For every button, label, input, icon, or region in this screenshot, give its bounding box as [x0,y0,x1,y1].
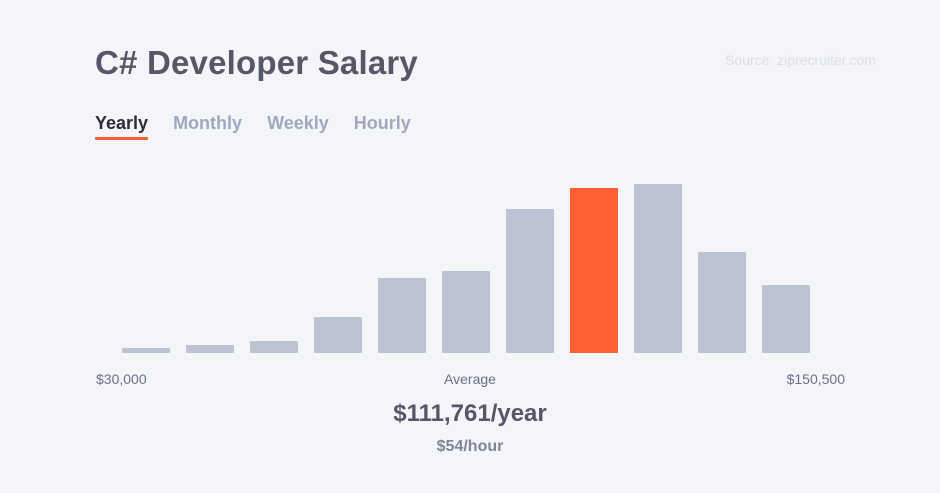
histogram-bar[interactable] [314,317,362,353]
histogram-bar[interactable] [762,285,810,353]
tab-yearly[interactable]: Yearly [95,113,149,140]
histogram-bar[interactable] [506,209,554,353]
average-label: Average [444,371,496,387]
histogram-bar[interactable] [122,348,170,353]
histogram-bar[interactable] [698,252,746,353]
histogram-bar[interactable] [442,271,490,353]
histogram-bar[interactable] [250,341,298,353]
source-label: Source: ziprecruiter.com [725,52,876,68]
tab-hourly[interactable]: Hourly [353,113,411,133]
histogram-bar-average[interactable] [570,188,618,353]
period-tabs: Yearly Monthly Weekly Hourly [95,113,411,140]
histogram-bar[interactable] [378,278,426,353]
page-title: C# Developer Salary [95,44,418,81]
min-salary-label: $30,000 [96,371,147,387]
tab-weekly[interactable]: Weekly [267,113,329,133]
average-hourly-value: $54/hour [436,438,504,455]
average-salary-value: $111,761/year [393,400,547,427]
max-salary-label: $150,500 [786,371,845,387]
histogram-bar[interactable] [186,345,234,353]
tab-monthly[interactable]: Monthly [173,113,243,133]
histogram-bar[interactable] [634,184,682,353]
